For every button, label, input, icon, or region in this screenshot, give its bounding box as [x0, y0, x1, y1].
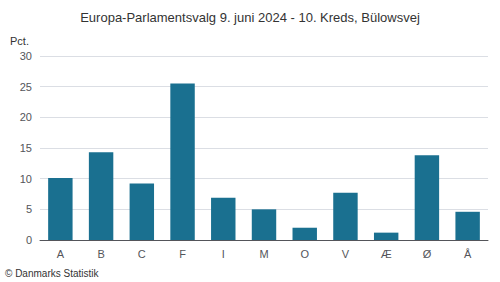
svg-text:Æ: Æ	[381, 248, 392, 260]
svg-text:10: 10	[20, 173, 32, 185]
svg-text:C: C	[138, 248, 146, 260]
svg-text:F: F	[179, 248, 186, 260]
svg-text:25: 25	[20, 81, 32, 93]
svg-text:Ø: Ø	[423, 248, 432, 260]
svg-text:I: I	[222, 248, 225, 260]
svg-text:5: 5	[26, 203, 32, 215]
svg-text:V: V	[342, 248, 350, 260]
svg-text:M: M	[259, 248, 268, 260]
svg-text:15: 15	[20, 142, 32, 154]
svg-text:Pct.: Pct.	[10, 35, 29, 47]
svg-text:Europa-Parlamentsvalg 9. juni: Europa-Parlamentsvalg 9. juni 2024 - 10.…	[80, 10, 420, 25]
svg-text:B: B	[97, 248, 104, 260]
svg-text:0: 0	[26, 234, 32, 246]
svg-text:A: A	[57, 248, 65, 260]
svg-text:© Danmarks Statistik: © Danmarks Statistik	[5, 268, 100, 279]
svg-text:20: 20	[20, 111, 32, 123]
svg-text:O: O	[300, 248, 309, 260]
svg-text:30: 30	[20, 50, 32, 62]
svg-text:Å: Å	[464, 248, 472, 260]
